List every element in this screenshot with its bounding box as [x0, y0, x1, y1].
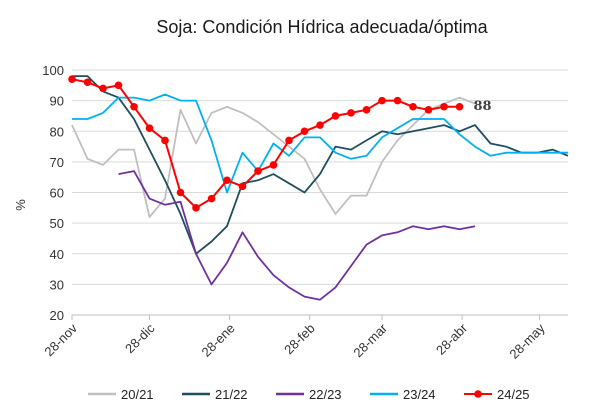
- data-point: [192, 204, 200, 212]
- data-point: [254, 167, 262, 175]
- data-point: [145, 124, 154, 132]
- legend-item: 22/23: [276, 387, 342, 402]
- series-lines: 88: [68, 75, 569, 301]
- y-tick-label: 40: [50, 247, 64, 262]
- end-value-label: 88: [474, 99, 492, 114]
- data-point: [114, 81, 123, 90]
- x-tick-label: 28-abr: [433, 320, 471, 358]
- data-point: [393, 96, 402, 105]
- data-point: [223, 176, 231, 185]
- x-tick-label: 28-nov: [41, 320, 80, 359]
- data-point: [238, 182, 247, 191]
- data-point: [316, 121, 324, 129]
- data-point: [285, 136, 293, 145]
- y-tick-label: 60: [50, 186, 64, 201]
- series-20-21: [71, 96, 476, 218]
- series-line: [72, 93, 568, 194]
- x-tick-label: 28-dic: [122, 320, 158, 356]
- data-point: [347, 109, 355, 117]
- data-point: [269, 161, 278, 169]
- legend-item: 21/22: [182, 387, 248, 402]
- data-point: [300, 127, 309, 136]
- legend-item: 24/25: [464, 387, 530, 402]
- data-point: [362, 106, 371, 114]
- legend-item: 20/21: [88, 387, 154, 402]
- series-line: [118, 170, 476, 301]
- y-tick-label: 20: [50, 308, 64, 323]
- data-point: [424, 106, 433, 114]
- y-tick-label: 100: [42, 63, 64, 78]
- data-point: [409, 102, 417, 111]
- y-tick-label: 90: [50, 94, 64, 109]
- y-tick-label: 80: [50, 124, 64, 139]
- legend-item: 23/24: [370, 387, 436, 402]
- data-point: [161, 136, 169, 145]
- data-point: [207, 194, 216, 203]
- legend-label: 23/24: [403, 387, 436, 402]
- x-tick-label: 28-ene: [198, 321, 237, 360]
- chart-title: Soja: Condición Hídrica adecuada/óptima: [156, 17, 488, 37]
- x-tick-label: 28-feb: [281, 321, 318, 358]
- y-tick-label: 70: [50, 155, 64, 170]
- series-22-23: [118, 170, 476, 301]
- data-point: [99, 84, 107, 93]
- data-point: [455, 102, 464, 111]
- legend-label: 21/22: [215, 387, 248, 402]
- series-line: [71, 96, 476, 218]
- y-tick-label: 50: [50, 216, 64, 231]
- x-tick-label: 28-may: [506, 320, 548, 362]
- x-tick-label: 28-mar: [350, 320, 390, 360]
- series-line: [72, 75, 569, 255]
- data-point: [130, 102, 138, 111]
- data-point: [378, 96, 386, 105]
- data-point: [440, 102, 448, 111]
- data-point: [176, 188, 185, 197]
- legend-label: 22/23: [309, 387, 342, 402]
- series-21-22: [72, 75, 569, 255]
- y-tick-label: 30: [50, 277, 64, 292]
- legend-marker: [474, 390, 482, 398]
- data-point: [83, 78, 92, 87]
- data-point: [331, 112, 340, 120]
- data-point: [68, 75, 76, 83]
- legend: 20/21 21/22 22/23 23/24 24/25: [88, 387, 530, 402]
- y-axis-label: %: [13, 199, 28, 211]
- legend-label: 24/25: [497, 387, 530, 402]
- legend-label: 20/21: [121, 387, 154, 402]
- series-24-25: [68, 75, 464, 212]
- series-23-24: [72, 93, 568, 194]
